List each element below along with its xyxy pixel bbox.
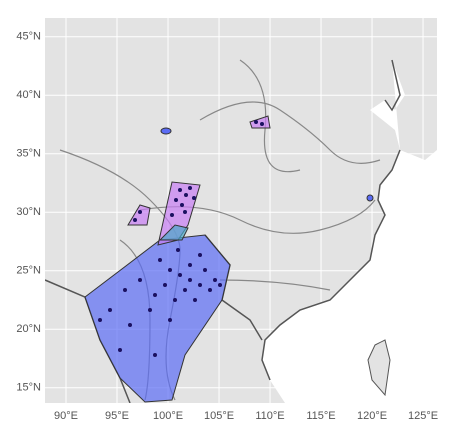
x-tick-label: 90°E bbox=[54, 410, 78, 422]
river bbox=[219, 279, 331, 291]
y-tick-label: 35°N bbox=[16, 148, 41, 160]
occurrence-points bbox=[98, 120, 264, 357]
x-tick-label: 120°E bbox=[357, 410, 387, 422]
x-tick-label: 125°E bbox=[408, 410, 438, 422]
range-polygon bbox=[160, 127, 172, 135]
range-polygon bbox=[157, 181, 201, 246]
coastline bbox=[261, 59, 401, 381]
y-tick-label: 20°N bbox=[16, 323, 41, 335]
y-tick-label: 25°N bbox=[16, 265, 41, 277]
x-tick-label: 115°E bbox=[306, 410, 335, 422]
y-tick-label: 40°N bbox=[16, 89, 41, 101]
river bbox=[199, 101, 381, 164]
taiwan bbox=[367, 339, 391, 397]
range-polygon bbox=[366, 194, 374, 202]
bohai-sea bbox=[370, 60, 405, 150]
x-tick-label: 110°E bbox=[255, 410, 284, 422]
x-tick-label: 105°E bbox=[204, 410, 234, 422]
x-tick-label: 100°E bbox=[153, 410, 183, 422]
y-tick-label: 15°N bbox=[16, 382, 41, 394]
sea bbox=[262, 18, 437, 403]
river bbox=[239, 59, 301, 173]
range-polygon bbox=[84, 234, 231, 403]
range-polygon bbox=[249, 115, 271, 129]
x-tick-label: 95°E bbox=[105, 410, 129, 422]
range-polygon bbox=[158, 224, 189, 241]
y-tick-label: 30°N bbox=[16, 206, 41, 218]
y-tick-label: 45°N bbox=[16, 31, 41, 43]
